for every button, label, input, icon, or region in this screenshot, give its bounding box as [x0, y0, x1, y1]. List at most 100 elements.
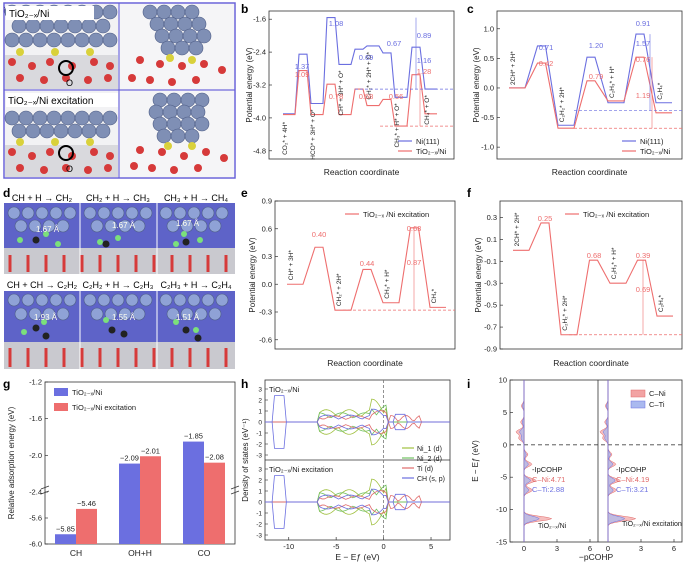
chart-h-ytick-label-0-3: 0	[258, 420, 262, 427]
panel-letter-f: f	[467, 186, 472, 200]
reaction-label-3: CH₃ + H → CH₄	[164, 193, 228, 203]
chart-i-subplot-title-1: TiO₂₋ₓ/Ni excitation	[622, 521, 682, 528]
chart-b-annotation-7: 0.56	[389, 92, 404, 101]
chart-c-annotation-1: 0.42	[539, 59, 554, 68]
chart-g-legend-label-1: TiO₂₋ₓ/Ni excitation	[72, 403, 136, 412]
distance-label-1: 1.67 Å	[36, 225, 60, 234]
chart-h-legend-label-2: Ti (d)	[417, 466, 433, 473]
chart-c-ylabel: Potential energy (eV)	[472, 47, 481, 122]
chart-b-annotation-0: 1.37	[295, 62, 310, 71]
chart-h-ytick-label-1-5: -2	[256, 522, 262, 529]
chart-i-legend-swatch-0	[630, 389, 646, 398]
chart-b-xlabel: Reaction coordinate	[324, 167, 400, 177]
panel-letter-h: h	[241, 377, 248, 391]
chart-h-ylabel: Density of states (eV⁻¹)	[241, 418, 250, 502]
chart-h-ytick-label-1-2: 1	[258, 489, 262, 496]
chart-b-ytick-label-2: -3.2	[253, 81, 266, 90]
chart-h-ytick-label-0-6: -3	[256, 453, 262, 460]
chart-i-legend-label-0: C–Ni	[649, 389, 666, 398]
chart-b-state-label-3: CH₂* + 2H* + O*	[366, 51, 373, 99]
chart-c-frame	[496, 10, 683, 160]
chart-f-ytick-label-0: 0.3	[487, 213, 497, 222]
chart-c-annotation-4: 0.91	[636, 19, 651, 28]
chart-g-ytick-label-5: -6.0	[29, 540, 42, 549]
chart-g-category-label-2: CO	[198, 548, 211, 558]
chart-g-ytick-label-3: -2.4	[29, 488, 42, 497]
distance-label-5: 1.55 Å	[112, 313, 136, 322]
distance-label-4: 1.93 Å	[34, 313, 58, 322]
chart-b-state-label-4: CH₃* + H* + O*	[394, 103, 401, 148]
chart-f-state-label-1: C₂H₂* + 2H*	[562, 295, 569, 331]
chart-g-legend-label-0: TiO₂₋ₓ/Ni	[72, 388, 103, 397]
chart-f-legend-label: TiO₂₋ₓ /Ni excitation	[583, 210, 649, 219]
chart-i-ytick-label-0: 10	[499, 376, 507, 385]
chart-b-ytick-label-4: -4.8	[253, 146, 266, 155]
chart-h-subplot-title-0: TiO₂₋ₓ/Ni	[269, 385, 300, 394]
chart-h-xtick-label-3: 5	[429, 542, 433, 551]
chart-f-frame	[499, 200, 683, 350]
chart-c-xlabel: Reaction coordinate	[552, 167, 628, 177]
chart-e-ytick-label-5: -0.6	[259, 335, 272, 344]
chart-g-value-label-1: −5.46	[77, 499, 96, 508]
chart-f-ytick-label-3: -0.3	[484, 279, 497, 288]
chart-e-legend-label: TiO₂₋ₓ /Ni excitation	[363, 210, 429, 219]
chart-g-value-label-0: −5.85	[56, 524, 75, 533]
chart-b-ytick-label-0: -1.6	[253, 15, 266, 24]
chart-i-xtick-label-1-0: 0	[606, 544, 610, 553]
chart-e-frame	[274, 200, 456, 350]
distance-label-6: 1.51 Å	[176, 313, 200, 322]
chart-e-ytick-label-4: -0.3	[259, 308, 272, 317]
chart-h-dos-down-1-0	[265, 501, 450, 526]
chart-g: Relative adsorption energy (eV) -1.2 -1.6 -…	[7, 378, 240, 558]
chart-c-legend-label-1: TiO₂₋ₓ/Ni	[640, 147, 671, 156]
chart-b: -1.6 -2.4 -3.2 -4.0 -4.8 Potential energy (eV…	[245, 10, 455, 177]
chart-g-ytick-label-4: -5.6	[29, 514, 42, 523]
chart-h-subplot-title-1: TiO₂₋ₓ/Ni excitation	[269, 465, 333, 474]
chart-e: 0.9 0.6 0.3 0.0 -0.3 -0.6 Potential energy (eV…	[248, 197, 456, 368]
chart-b-state-label-2: CH* + 3H* + O*	[338, 70, 345, 116]
chart-g-bar-OH+H-1	[140, 456, 161, 544]
panel-a-label-top: TiO₂₋ₓ/Ni	[9, 9, 49, 20]
chart-h-dos-up-0-3	[265, 395, 450, 423]
chart-f-state-label-2: C₂H₃* + H*	[611, 247, 618, 279]
reaction-label-2: CH₂ + H → CH₃	[86, 193, 150, 203]
chart-i-ytick-label-3: -5	[500, 473, 507, 482]
chart-g-axis-break-3	[230, 485, 240, 490]
chart-c-state-label-2: C₂H₃* + H*	[609, 66, 616, 98]
chart-h-xtick-label-1: -5	[333, 542, 340, 551]
panel-letter-g: g	[3, 377, 10, 391]
chart-e-state-label-0: CH* + 3H*	[288, 250, 295, 281]
chart-f-xlabel: Reaction coordinate	[553, 358, 629, 368]
chart-c-annotation-7: 1.19	[636, 91, 651, 100]
chart-i-cohp-0-0	[515, 380, 553, 542]
chart-h-ytick-label-0-0: 3	[258, 387, 262, 394]
chart-i-ipcohp-title-0: -IpCOHP	[532, 465, 562, 474]
chart-f-ytick-label-2: -0.1	[484, 257, 497, 266]
chart-c-state-label-3: C₂H₄*	[657, 82, 664, 100]
chart-b-legend-label-1: TiO₂₋ₓ/Ni	[416, 147, 447, 156]
chart-b-ytick-label-3: -4.0	[253, 113, 266, 122]
chart-i-ytick-label-2: 0	[503, 440, 507, 449]
chart-c-series-tio2	[509, 56, 672, 129]
chart-i-ipcohp-title-1: -IpCOHP	[616, 465, 646, 474]
chart-i-ytick-label-1: 5	[503, 408, 507, 417]
chart-i-xlabel: −pCOHP	[579, 552, 614, 562]
panel-letter-b: b	[241, 2, 248, 16]
chart-g-axis-break-1	[40, 485, 50, 490]
chart-f-ylabel: Potential energy (eV)	[474, 237, 483, 312]
chart-h-ytick-label-0-2: 1	[258, 409, 262, 416]
chart-c-state-label-1: C₂H₂* + 2H*	[559, 87, 566, 123]
chart-f-annotation-2: 0.39	[636, 251, 651, 260]
chart-h: Density of states (eV⁻¹)E − Eƒ (eV)-10 -5…	[241, 379, 451, 562]
chart-c-state-label-0: 2CH* + 2H*	[510, 51, 517, 85]
chart-i-xtick-label-0-0: 0	[522, 544, 526, 553]
chart-e-ytick-label-1: 0.6	[262, 224, 272, 233]
chart-i-xtick-label-1-2: 6	[672, 544, 676, 553]
chart-g-axis-break-2	[40, 490, 50, 495]
reaction-label-5: C₂H₂ + H → C₂H₃	[83, 280, 154, 290]
chart-i-cni-value-1: C–Ni:4.19	[616, 475, 649, 484]
chart-b-annotation-6: 0.67	[387, 39, 402, 48]
